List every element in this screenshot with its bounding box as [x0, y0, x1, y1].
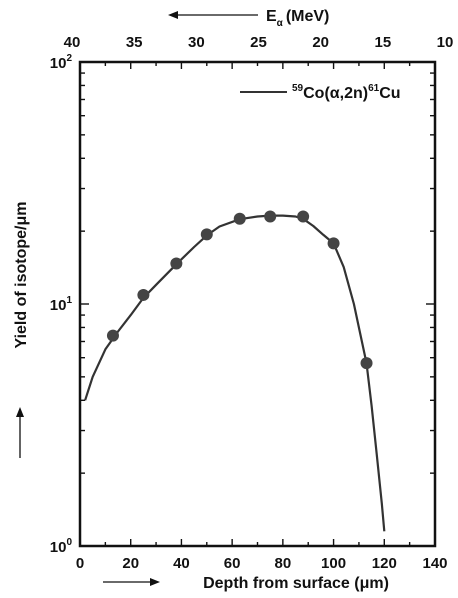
- y-tick-base: 10: [50, 539, 67, 556]
- top-tick-label: 35: [126, 34, 143, 51]
- top-tick-label: 15: [374, 34, 391, 51]
- y-tick-label: 100: [50, 537, 73, 556]
- x-tick-label: 120: [372, 555, 397, 572]
- legend-post-sup: 61: [368, 83, 380, 94]
- legend-main: Co(α,2n): [303, 85, 368, 102]
- svg-text:Eα(MeV): Eα (MeV): [266, 8, 329, 29]
- x-axis-title: Depth from surface (μm): [103, 575, 389, 592]
- top-axis-title: Eα (MeV): [168, 8, 329, 29]
- data-point: [170, 257, 183, 270]
- y-axis-arrowhead: [16, 407, 24, 417]
- data-point: [137, 288, 150, 301]
- data-point: [233, 212, 246, 225]
- top-axis-label-unit: (MeV): [286, 8, 330, 25]
- top-tick-label: 30: [188, 34, 205, 51]
- legend-pre-sup: 59: [292, 83, 304, 94]
- svg-text:59Co(α,2n)61Cu: 59Co(α,2n)61Cu: [292, 83, 401, 102]
- y-axis-label: Yield of isotope/μm: [13, 202, 30, 349]
- data-point: [360, 357, 373, 370]
- y-axis-title: Yield of isotope/μm: [13, 202, 30, 458]
- data-point: [327, 237, 340, 250]
- legend: 59Co(α,2n)61Cu: [240, 83, 401, 102]
- y-tick-exponent: 2: [66, 53, 72, 64]
- y-tick-label: 101: [50, 295, 73, 314]
- points-layer: [106, 210, 373, 370]
- y-tick-base: 10: [50, 297, 67, 314]
- top-tick-label: 10: [437, 34, 454, 51]
- top-axis-label: E: [266, 8, 277, 25]
- top-axis-label-sub: α: [277, 18, 284, 29]
- top-axis-arrowhead: [168, 11, 178, 19]
- data-point: [264, 210, 277, 223]
- x-tick-label: 80: [275, 555, 292, 572]
- x-tick-label: 0: [76, 555, 84, 572]
- x-tick-label: 40: [173, 555, 190, 572]
- plot-frame: [78, 60, 437, 548]
- data-point: [200, 228, 213, 241]
- x-tick-label: 20: [122, 555, 139, 572]
- curve-layer: [84, 214, 386, 532]
- top-tick-label: 20: [312, 34, 329, 51]
- data-point: [297, 210, 310, 223]
- legend-tail: Cu: [379, 85, 400, 102]
- top-tick-label: 25: [250, 34, 267, 51]
- x-axis-arrowhead: [150, 578, 160, 586]
- y-tick-exponent: 1: [66, 295, 72, 306]
- x-axis-label: Depth from surface (μm): [203, 575, 389, 592]
- x-tick-label: 60: [224, 555, 241, 572]
- y-tick-base: 10: [50, 55, 67, 72]
- top-tick-label: 40: [64, 34, 81, 51]
- y-tick-label: 102: [50, 53, 73, 72]
- x-tick-label: 140: [422, 555, 447, 572]
- data-point: [106, 329, 119, 342]
- x-tick-label: 100: [321, 555, 346, 572]
- series-line: [84, 214, 386, 532]
- y-tick-exponent: 0: [66, 537, 72, 548]
